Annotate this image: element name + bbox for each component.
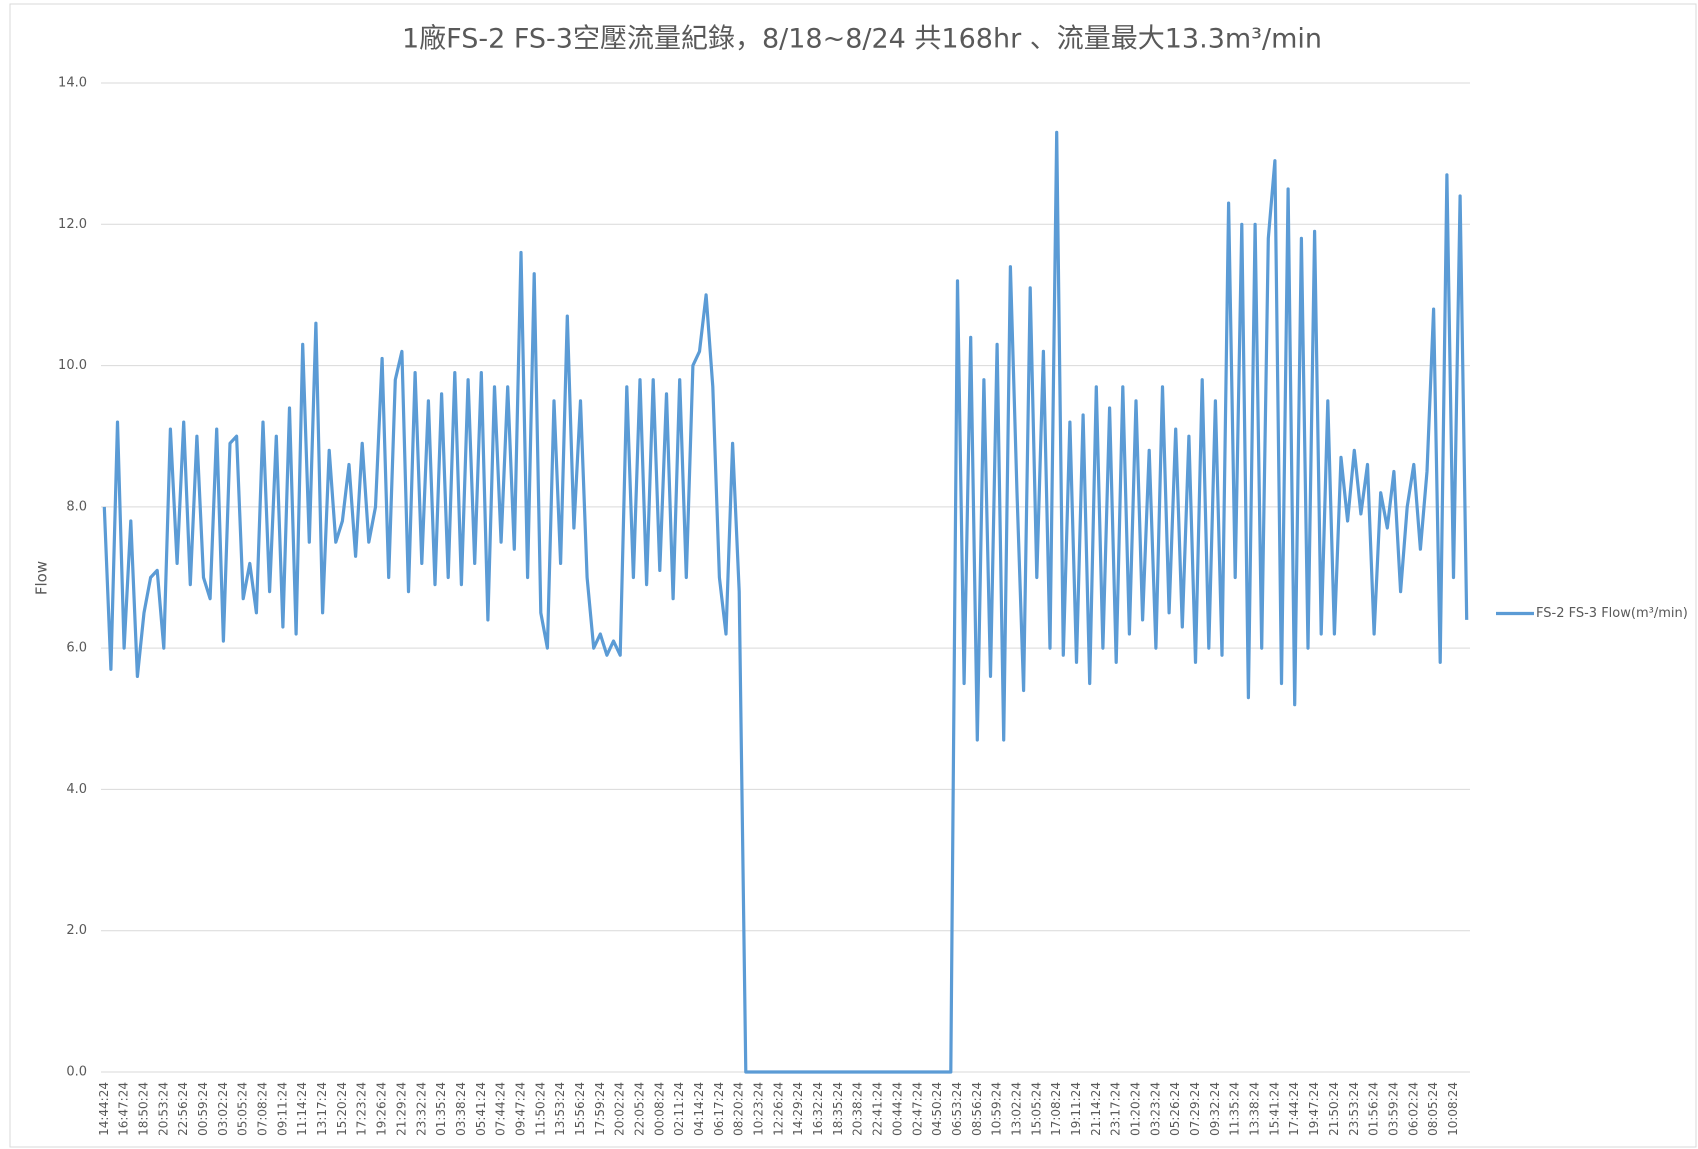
y-tick-label: 2.0 [66,923,87,938]
x-tick-label: 23:17:24 [1109,1082,1123,1136]
x-tick-label: 04:14:24 [692,1082,706,1136]
x-tick-label: 01:20:24 [1129,1082,1143,1136]
x-tick-label: 17:23:24 [355,1082,369,1136]
y-tick-label: 10.0 [58,358,87,373]
y-tick-label: 12.0 [58,217,87,232]
x-tick-label: 09:47:24 [513,1082,527,1136]
x-tick-label: 05:26:24 [1168,1082,1182,1136]
x-tick-label: 21:50:24 [1327,1082,1341,1136]
x-tick-label: 15:41:24 [1267,1082,1281,1136]
x-tick-label: 07:08:24 [256,1082,270,1136]
x-tick-label: 02:11:24 [672,1082,686,1136]
x-tick-label: 15:56:24 [573,1082,587,1136]
x-tick-label: 09:11:24 [275,1082,289,1136]
x-tick-label: 12:26:24 [771,1082,785,1136]
x-tick-label: 17:44:24 [1287,1082,1301,1136]
y-tick-label: 14.0 [58,76,87,91]
x-tick-label: 15:20:24 [335,1082,349,1136]
x-tick-label: 02:47:24 [910,1082,924,1136]
x-tick-label: 04:50:24 [930,1082,944,1136]
x-tick-label: 10:23:24 [752,1082,766,1136]
x-tick-label: 07:44:24 [494,1082,508,1136]
x-tick-label: 17:08:24 [1049,1082,1063,1136]
chart-border [9,3,1697,1148]
x-tick-label: 17:59:24 [593,1082,607,1136]
x-tick-label: 13:02:24 [1009,1082,1023,1136]
x-tick-label: 08:56:24 [970,1082,984,1136]
x-tick-label: 08:05:24 [1426,1082,1440,1136]
x-tick-label: 01:56:24 [1367,1082,1381,1136]
x-tick-label: 23:53:24 [1347,1082,1361,1136]
x-tick-label: 14:29:24 [791,1082,805,1136]
x-tick-label: 21:29:24 [394,1082,408,1136]
x-tick-label: 19:26:24 [375,1082,389,1136]
y-axis-label: Flow [33,561,51,595]
y-tick-label: 8.0 [66,499,87,514]
x-tick-label: 18:35:24 [831,1082,845,1136]
x-tick-label: 22:05:24 [633,1082,647,1136]
y-tick-label: 6.0 [66,641,87,656]
x-tick-label: 19:47:24 [1307,1082,1321,1136]
x-tick-label: 06:17:24 [712,1082,726,1136]
x-tick-label: 19:11:24 [1069,1082,1083,1136]
x-tick-label: 05:41:24 [474,1082,488,1136]
x-tick-label: 20:38:24 [851,1082,865,1136]
x-tick-label: 09:32:24 [1208,1082,1222,1136]
x-tick-label: 11:50:24 [533,1082,547,1136]
x-tick-label: 22:41:24 [871,1082,885,1136]
x-tick-label: 21:14:24 [1089,1082,1103,1136]
x-tick-label: 10:08:24 [1446,1082,1460,1136]
legend-label: FS-2 FS-3 Flow(m³/min) [1536,606,1688,621]
x-tick-label: 13:17:24 [315,1082,329,1136]
x-tick-label: 03:59:24 [1386,1082,1400,1136]
x-tick-label: 06:02:24 [1406,1082,1420,1136]
x-tick-label: 16:32:24 [811,1082,825,1136]
x-tick-label: 16:47:24 [117,1082,131,1136]
x-tick-label: 23:32:24 [414,1082,428,1136]
x-tick-label: 00:59:24 [196,1082,210,1136]
x-tick-label: 20:02:24 [613,1082,627,1136]
x-tick-label: 22:56:24 [176,1082,190,1136]
x-tick-label: 14:44:24 [97,1082,111,1136]
x-tick-label: 20:53:24 [156,1082,170,1136]
data-line [102,130,1469,1074]
x-tick-label: 13:53:24 [553,1082,567,1136]
x-tick-label: 11:14:24 [295,1082,309,1136]
x-tick-label: 05:05:24 [236,1082,250,1136]
x-tick-label: 03:38:24 [454,1082,468,1136]
x-tick-label: 00:44:24 [890,1082,904,1136]
x-tick-label: 08:20:24 [732,1082,746,1136]
x-tick-label: 10:59:24 [990,1082,1004,1136]
y-tick-label: 4.0 [66,782,87,797]
y-tick-label: 0.0 [66,1065,87,1080]
x-tick-label: 15:05:24 [1029,1082,1043,1136]
x-tick-label: 13:38:24 [1248,1082,1262,1136]
x-tick-label: 07:29:24 [1188,1082,1202,1136]
x-tick-label: 00:08:24 [652,1082,666,1136]
chart-title: 1廠FS-2 FS-3空壓流量紀錄，8/18~8/24 共168hr 、流量最大… [402,24,1322,55]
x-tick-label: 01:35:24 [434,1082,448,1136]
x-tick-label: 11:35:24 [1228,1082,1242,1136]
x-tick-label: 03:02:24 [216,1082,230,1136]
x-tick-label: 06:53:24 [950,1082,964,1136]
x-tick-label: 18:50:24 [136,1082,150,1136]
x-tick-label: 03:23:24 [1148,1082,1162,1136]
